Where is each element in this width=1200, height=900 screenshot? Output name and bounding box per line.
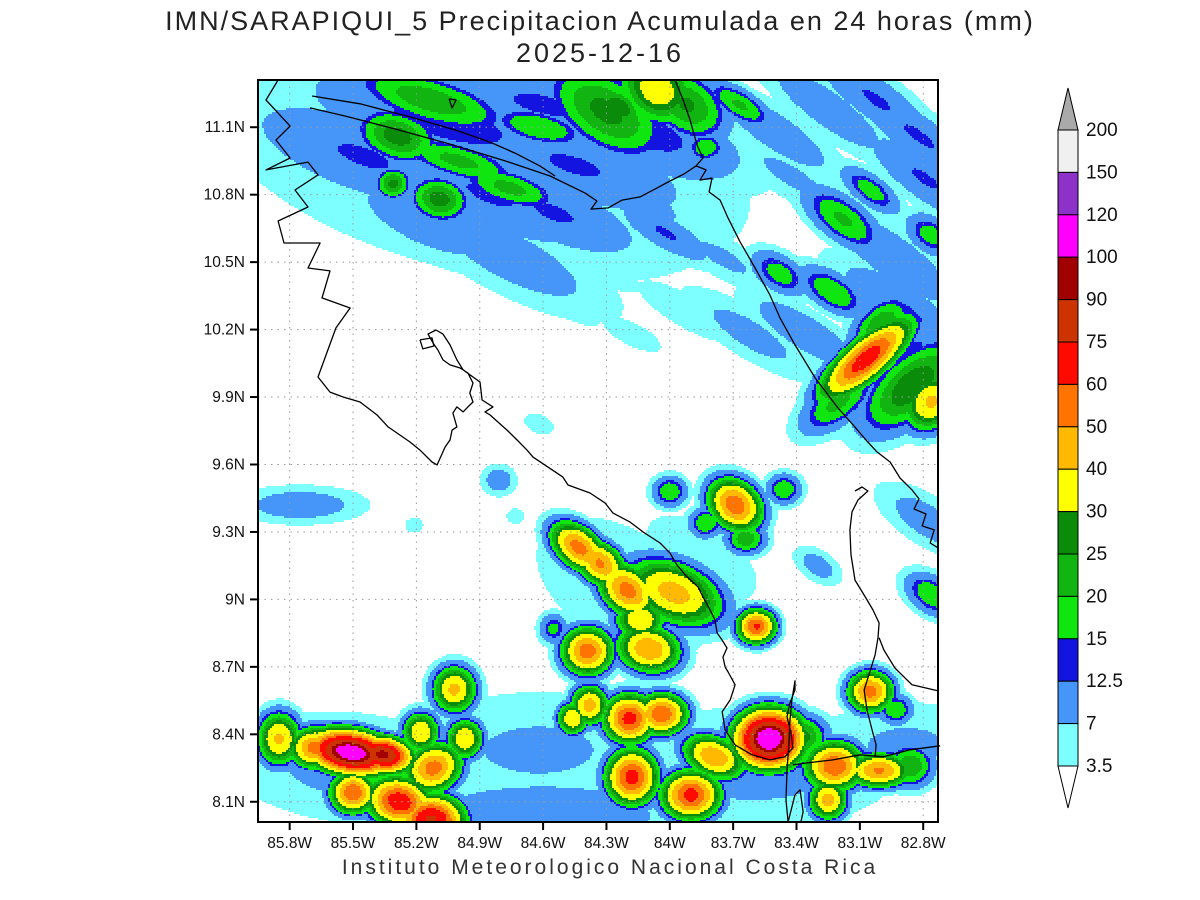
- precipitation-shading-canvas: [258, 80, 938, 822]
- x-axis-tick-label: 85.8W: [267, 835, 312, 852]
- colorbar-box: [1057, 171, 1079, 216]
- colorbar-box: [1057, 129, 1079, 173]
- coastline-path: [309, 107, 697, 210]
- colorbar-level-label: 120: [1086, 205, 1118, 226]
- x-axis-tick-label: 84W: [654, 835, 686, 852]
- y-axis-tick-label: 9.9N: [212, 389, 245, 406]
- colorbar-box: [1057, 299, 1079, 343]
- colorbar-box: [1057, 638, 1079, 682]
- coastline-path: [792, 745, 941, 766]
- y-axis-tick-label: 9N: [225, 591, 245, 608]
- colorbar-above-arrow: [1057, 87, 1079, 131]
- coastline-path: [849, 486, 880, 757]
- colorbar-box: [1057, 341, 1079, 385]
- colorbar-box: [1057, 468, 1079, 513]
- y-axis-tick-label: 10.2N: [204, 322, 245, 339]
- y-axis-tick-label: 9.6N: [212, 456, 245, 473]
- colorbar-level-label: 12.5: [1086, 671, 1123, 692]
- x-axis-tick-label: 85.5W: [331, 835, 376, 852]
- coastline-path: [448, 98, 457, 109]
- colorbar-level-label: 75: [1086, 332, 1107, 353]
- colorbar-level-label: 90: [1086, 290, 1107, 311]
- colorbar-level-label: 200: [1086, 120, 1118, 141]
- y-axis-tick-label: 8.1N: [212, 794, 245, 811]
- coastline-path: [419, 337, 435, 350]
- colorbar-box: [1057, 214, 1079, 258]
- colorbar-box: [1057, 511, 1079, 555]
- coastline-path: [265, 79, 804, 823]
- coastline-path: [311, 95, 556, 177]
- y-axis-tick-label: 11.1N: [205, 119, 245, 136]
- footer-attribution: Instituto Meteorologico Nacional Costa R…: [341, 856, 879, 879]
- x-axis-tick-label: 85.2W: [394, 835, 439, 852]
- colorbar-box: [1057, 256, 1079, 301]
- colorbar-box: [1057, 553, 1079, 597]
- colorbar-box: [1057, 383, 1079, 428]
- x-axis-tick-label: 83.1W: [837, 835, 882, 852]
- x-axis-tick-label: 84.3W: [584, 835, 629, 852]
- coastline-path: [674, 79, 939, 549]
- y-axis-tick-label: 8.7N: [212, 659, 245, 676]
- colorbar-level-label: 50: [1086, 417, 1107, 438]
- colorbar-level-label: 25: [1086, 544, 1107, 565]
- colorbar-level-label: 40: [1086, 459, 1107, 480]
- colorbar-level-label: 3.5: [1086, 756, 1112, 777]
- colorbar-level-label: 100: [1086, 247, 1118, 268]
- colorbar-level-label: 150: [1086, 162, 1118, 183]
- chart-date-subtitle: 2025-12-16: [515, 38, 685, 68]
- colorbar-level-label: 60: [1086, 374, 1107, 395]
- colorbar-below-arrow: [1057, 765, 1079, 809]
- x-axis-tick-label: 84.9W: [457, 835, 502, 852]
- y-axis-tick-label: 10.5N: [204, 254, 245, 271]
- x-axis-tick-label: 82.8W: [901, 835, 946, 852]
- y-axis-tick-label: 10.8N: [204, 187, 245, 204]
- colorbar-level-label: 15: [1086, 629, 1107, 650]
- colorbar-box: [1057, 723, 1079, 767]
- coastline-path: [878, 637, 939, 692]
- x-axis-tick-label: 83.4W: [774, 835, 819, 852]
- colorbar-level-label: 7: [1086, 714, 1097, 735]
- y-axis-tick-label: 8.4N: [212, 726, 245, 743]
- x-axis-tick-label: 84.6W: [521, 835, 566, 852]
- colorbar-box: [1057, 426, 1079, 470]
- colorbar-level-label: 20: [1086, 586, 1107, 607]
- chart-title: IMN/SARAPIQUI_5 Precipitacion Acumulada …: [165, 6, 1035, 36]
- y-axis-tick-label: 9.3N: [212, 524, 245, 541]
- colorbar-box: [1057, 595, 1079, 640]
- map-frame: [257, 79, 939, 823]
- colorbar-level-label: 30: [1086, 502, 1107, 523]
- x-axis-tick-label: 83.7W: [711, 835, 756, 852]
- colorbar-box: [1057, 680, 1079, 725]
